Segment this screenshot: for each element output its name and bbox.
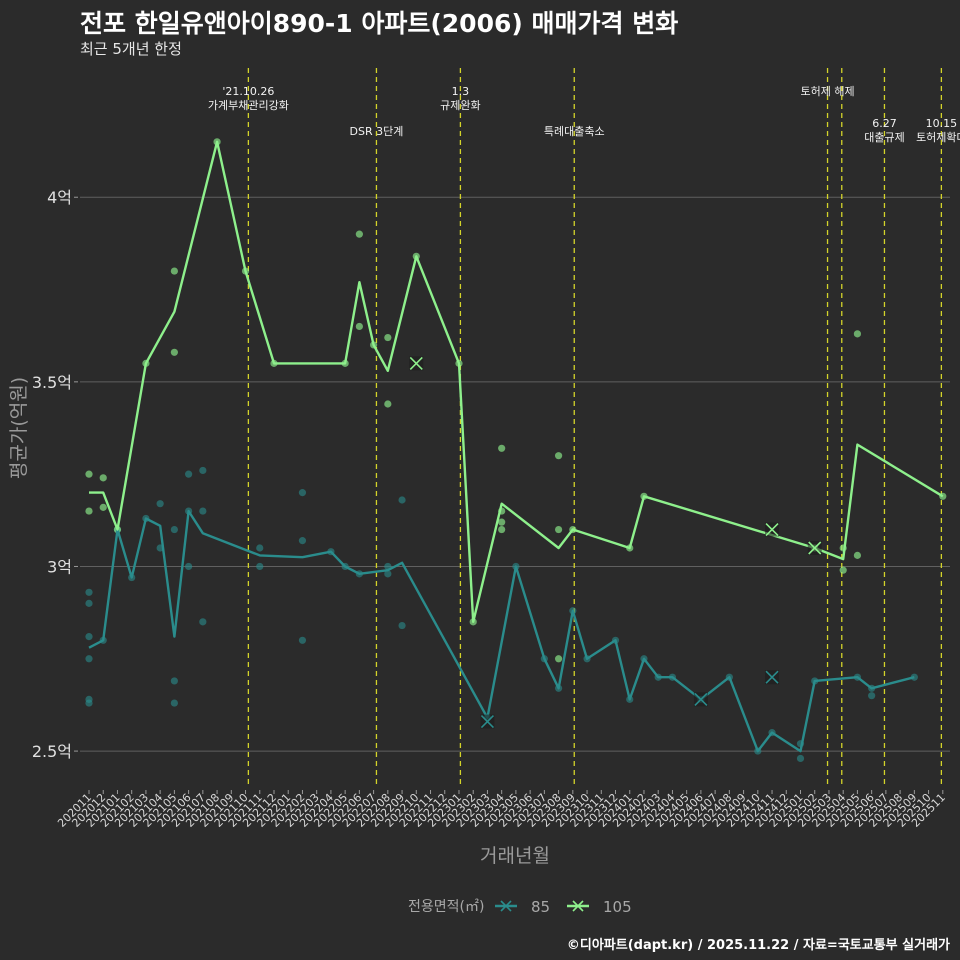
cancelled-marker-stroke	[808, 541, 822, 555]
data-point-85	[256, 562, 264, 571]
event-label: 6.27	[872, 117, 897, 130]
data-point-85	[384, 570, 392, 578]
data-point-85	[298, 537, 307, 545]
data-point-105	[170, 348, 178, 356]
event-label: 대출규제	[864, 131, 904, 144]
data-point-105	[85, 507, 93, 515]
event-label: 가계부채관리강화	[208, 99, 289, 112]
series-line-105	[89, 140, 944, 623]
cancelled-marker-85	[765, 670, 780, 685]
chart-subtitle: 최근 5개년 한정	[80, 40, 182, 58]
data-point-105	[384, 400, 392, 408]
legend-label: 85	[531, 898, 550, 916]
legend-title: 전용면적(㎡)	[408, 899, 484, 915]
data-point-85	[199, 618, 207, 626]
data-point-85	[85, 655, 93, 663]
data-point-105	[355, 230, 363, 238]
data-point-105	[498, 525, 506, 534]
data-point-105	[853, 330, 862, 338]
data-point-85	[170, 525, 178, 534]
cancelled-marker-stroke	[765, 670, 779, 684]
data-point-85	[185, 470, 193, 478]
data-point-85	[170, 699, 178, 707]
data-point-105	[355, 322, 363, 331]
data-point-85	[910, 673, 918, 681]
y-tick-label: 4억	[47, 188, 72, 207]
data-point-105	[384, 333, 392, 342]
legend-entry-105: 105	[567, 898, 632, 916]
data-point-105	[839, 566, 847, 574]
x-axis-title: 거래년월	[480, 845, 550, 867]
data-point-105	[498, 518, 506, 526]
cancelled-marker-stroke	[480, 714, 495, 729]
cancelled-marker-85	[693, 692, 708, 707]
data-point-85	[796, 754, 805, 763]
data-point-85	[398, 496, 406, 504]
data-point-85	[398, 621, 406, 630]
data-point-85	[85, 699, 93, 707]
legend-entry-85: 85	[495, 898, 550, 916]
event-label: 10.15	[926, 117, 958, 130]
event-label: 규제완화	[440, 99, 480, 112]
event-label: 특례대출축소	[544, 125, 605, 138]
cancelled-marker-105	[409, 356, 424, 371]
data-point-85	[199, 507, 207, 515]
data-point-85	[85, 633, 93, 641]
y-tick-label: 2.5억	[32, 742, 72, 761]
legend-swatch-cross	[572, 900, 584, 912]
y-tick-label: 3.5억	[32, 373, 72, 392]
cancelled-marker-85	[480, 714, 495, 729]
cancelled-marker-105	[765, 522, 780, 537]
cancelled-marker-stroke	[409, 356, 423, 370]
data-point-105	[99, 503, 107, 511]
series-line-85	[88, 509, 915, 753]
data-point-85	[85, 588, 93, 596]
cancelled-marker-stroke	[765, 522, 779, 537]
legend-label: 105	[603, 898, 632, 916]
data-point-85	[298, 636, 307, 644]
data-point-85	[298, 489, 307, 497]
data-point-85	[256, 544, 264, 552]
y-tick-label: 3억	[47, 557, 72, 576]
data-point-85	[199, 466, 207, 475]
data-point-105	[554, 525, 563, 534]
data-point-85	[868, 692, 876, 700]
data-point-105	[554, 452, 563, 460]
source-credit: ©디아파트(dapt.kr) / 2025.11.22 / 자료=국토교통부 실…	[566, 938, 950, 953]
data-point-85	[85, 599, 93, 607]
cancelled-marker-stroke	[694, 692, 708, 706]
data-point-105	[554, 655, 563, 663]
event-label: DSR 3단계	[350, 125, 404, 138]
data-point-105	[170, 267, 178, 275]
data-point-105	[85, 470, 93, 478]
event-label: 토허제확대	[916, 131, 960, 144]
event-label: '21.10.26	[222, 85, 274, 98]
data-point-85	[185, 562, 193, 571]
y-axis-title: 평균가(억원)	[8, 377, 30, 479]
cancelled-marker-105	[807, 541, 822, 555]
data-point-105	[99, 474, 107, 482]
data-point-85	[170, 677, 178, 685]
data-point-85	[156, 500, 164, 508]
event-label: 1.3	[452, 85, 470, 98]
data-point-105	[498, 444, 506, 452]
chart-title: 전포 한일유앤아이890-1 아파트(2006) 매매가격 변화	[80, 9, 679, 38]
data-point-105	[853, 551, 862, 559]
event-label: 토허제 해제	[800, 84, 854, 98]
legend-swatch-cross	[500, 900, 512, 912]
